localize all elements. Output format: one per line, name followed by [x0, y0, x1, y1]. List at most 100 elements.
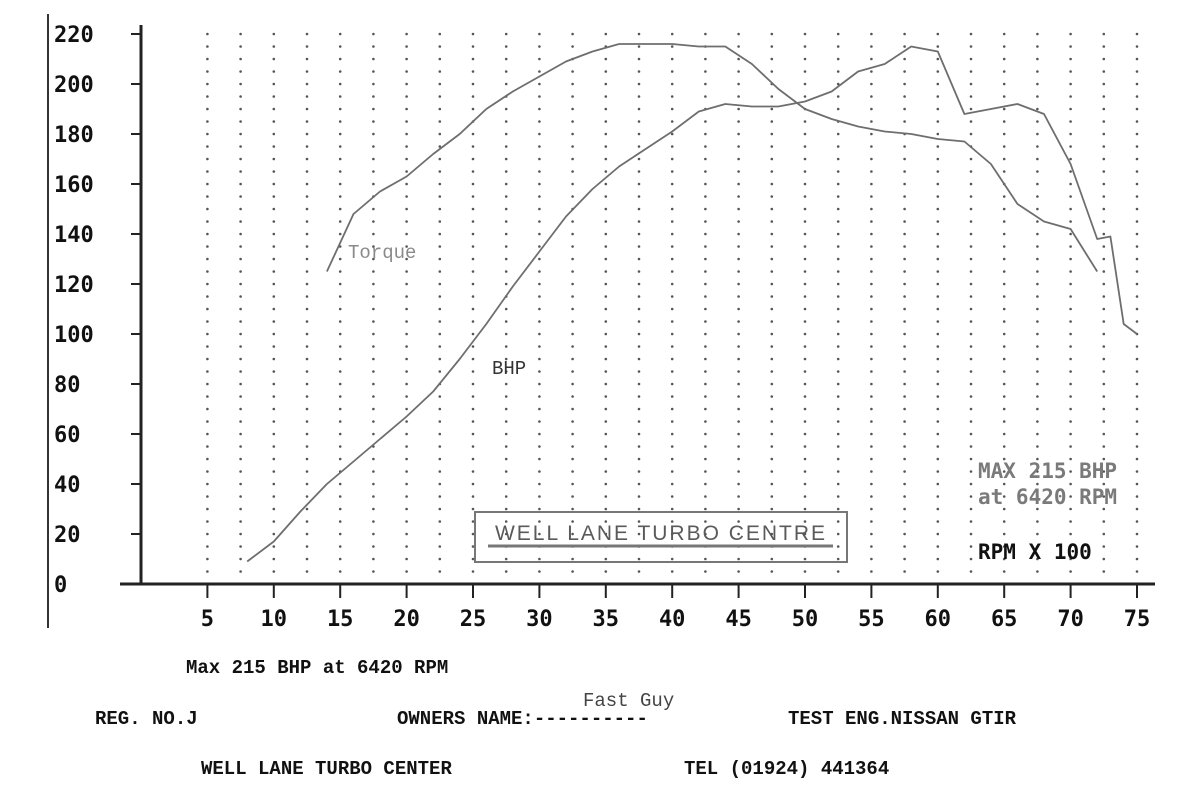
grid-dot — [206, 95, 209, 98]
grid-dot — [770, 495, 774, 498]
grid-dot — [704, 282, 707, 286]
grid-dot — [338, 382, 342, 386]
logo-text: WELL LANE TURBO CENTRE — [495, 522, 825, 545]
grid-dot — [870, 345, 873, 348]
grid-dot — [471, 45, 475, 48]
grid-dot — [1002, 32, 1006, 36]
grid-dot — [670, 345, 674, 348]
grid-dot — [471, 182, 475, 186]
grid-dot — [438, 532, 442, 536]
grid-dot — [438, 545, 442, 548]
grid-dot — [936, 45, 940, 48]
grid-dot — [239, 170, 242, 173]
grid-dot — [670, 82, 674, 86]
grid-dot — [206, 57, 209, 61]
grid-dot — [305, 120, 309, 123]
grid-dot — [1069, 507, 1072, 511]
grid-dot — [571, 432, 574, 436]
grid-dot — [1002, 532, 1006, 536]
grid-dot — [936, 270, 940, 273]
grid-dot — [1069, 207, 1072, 211]
grid-dot — [770, 307, 774, 311]
grid-dot — [903, 445, 906, 448]
grid-dot — [1135, 232, 1139, 236]
grid-dot — [538, 145, 541, 148]
grid-dot — [571, 457, 574, 461]
grid-dot — [1069, 45, 1072, 48]
grid-dot — [1002, 570, 1006, 573]
grid-dot — [1036, 445, 1039, 448]
grid-dot — [571, 470, 574, 473]
grid-dot — [471, 532, 475, 536]
grid-dot — [936, 70, 940, 73]
grid-dot — [338, 507, 342, 511]
grid-dot — [737, 370, 740, 373]
grid-dot — [438, 420, 442, 423]
grid-dot — [372, 532, 375, 536]
grid-dot — [405, 257, 408, 261]
grid-dot — [969, 307, 973, 311]
grid-dot — [239, 507, 242, 511]
grid-dot — [770, 45, 774, 48]
grid-dot — [870, 445, 873, 448]
grid-dot — [305, 107, 309, 111]
grid-dot — [1036, 557, 1039, 561]
grid-dot — [571, 195, 574, 198]
grid-dot — [836, 370, 840, 373]
grid-dot — [1135, 395, 1139, 398]
grid-dot — [903, 382, 906, 386]
grid-dot — [903, 207, 906, 211]
grid-dot — [239, 257, 242, 261]
grid-dot — [637, 570, 641, 573]
grid-dot — [637, 295, 641, 298]
grid-dot — [737, 320, 740, 323]
grid-dot — [471, 107, 475, 111]
grid-dot — [1135, 345, 1139, 348]
series-label-torque: Torque — [348, 242, 416, 264]
grid-dot — [372, 432, 375, 436]
grid-dot — [338, 420, 342, 423]
grid-dot — [438, 482, 442, 486]
grid-dot — [969, 532, 973, 536]
grid-dot — [471, 457, 475, 461]
grid-dot — [338, 395, 342, 398]
grid-dot — [969, 195, 973, 198]
grid-dot — [836, 570, 840, 573]
grid-dot — [803, 195, 807, 198]
grid-dot — [969, 357, 973, 361]
grid-dot — [338, 270, 342, 273]
grid-dot — [836, 245, 840, 248]
grid-dot — [338, 107, 342, 111]
grid-dot — [504, 532, 508, 536]
grid-dot — [870, 482, 873, 486]
grid-dot — [538, 232, 541, 236]
grid-dot — [239, 157, 242, 161]
grid-dot — [438, 132, 442, 136]
grid-dot — [405, 182, 408, 186]
grid-dot — [1036, 107, 1039, 111]
grid-dot — [836, 257, 840, 261]
grid-dot — [604, 420, 608, 423]
grid-dot — [1135, 120, 1139, 123]
grid-dot — [670, 482, 674, 486]
grid-dot — [538, 320, 541, 323]
grid-dot — [936, 445, 940, 448]
grid-dot — [936, 520, 940, 523]
grid-dot — [239, 370, 242, 373]
grid-dot — [803, 295, 807, 298]
grid-dot — [936, 245, 940, 248]
grid-dot — [969, 57, 973, 61]
grid-dot — [305, 520, 309, 523]
grid-dot — [870, 432, 873, 436]
grid-dot — [405, 545, 408, 548]
grid-dot — [1102, 270, 1106, 273]
grid-dot — [604, 120, 608, 123]
grid-dot — [637, 195, 641, 198]
grid-dot — [770, 295, 774, 298]
grid-dot — [1002, 107, 1006, 111]
grid-dot — [471, 432, 475, 436]
grid-dot — [604, 207, 608, 211]
grid-dot — [305, 220, 309, 223]
grid-dot — [338, 432, 342, 436]
grid-dot — [338, 445, 342, 448]
